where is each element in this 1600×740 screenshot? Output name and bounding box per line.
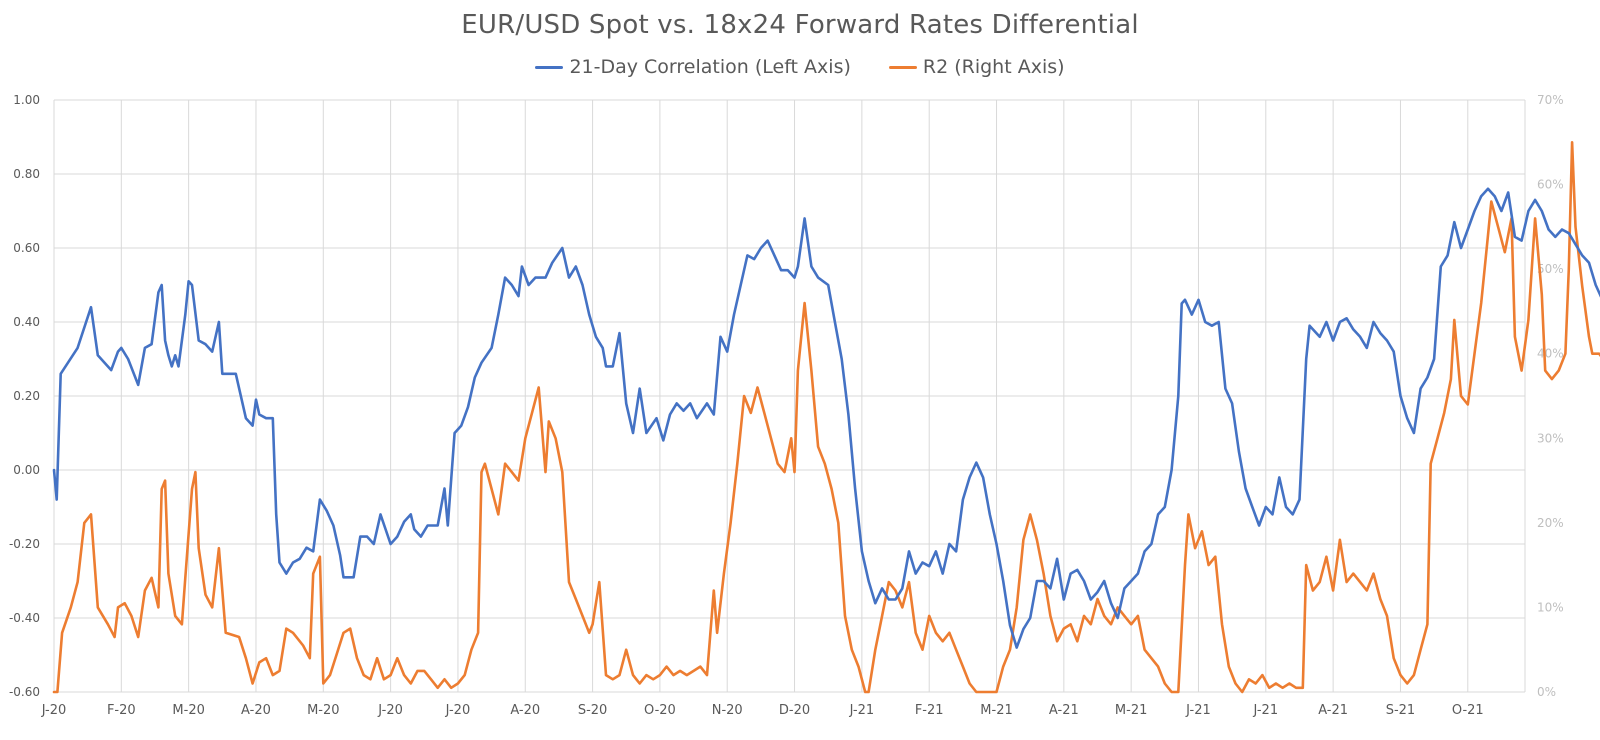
y-left-tick-label: -0.20: [9, 537, 40, 551]
x-tick-label: A-20: [510, 703, 540, 718]
x-tick-label: F-21: [915, 703, 944, 718]
y-right-tick-label: 60%: [1537, 178, 1564, 192]
y-left-tick-label: -0.60: [9, 685, 40, 699]
legend-item-correlation[interactable]: 21-Day Correlation (Left Axis): [535, 56, 851, 78]
y-right-tick-label: 40%: [1537, 347, 1564, 361]
y-right-tick-label: 30%: [1537, 431, 1564, 445]
legend: 21-Day Correlation (Left Axis) R2 (Right…: [0, 56, 1600, 78]
x-tick-label: J-20: [445, 703, 471, 718]
legend-label-correlation: 21-Day Correlation (Left Axis): [569, 56, 851, 78]
y-right-tick-label: 20%: [1537, 516, 1564, 530]
x-tick-label: M-20: [307, 703, 339, 718]
y-left-tick-label: 0.40: [13, 315, 40, 329]
x-tick-label: S-20: [578, 703, 608, 718]
x-tick-label: M-21: [980, 703, 1012, 718]
series-line-correlation: [52, 187, 1600, 649]
legend-swatch-r2: [888, 65, 917, 69]
y-left-tick-label: 0.20: [13, 389, 40, 403]
x-tick-label: D-20: [779, 703, 810, 718]
x-tick-label: J-21: [849, 703, 875, 718]
x-tick-label: A-21: [1318, 703, 1348, 718]
x-tick-label: J-21: [1253, 703, 1279, 718]
x-tick-label: O-21: [1452, 703, 1484, 718]
y-right-tick-label: 10%: [1537, 600, 1564, 614]
legend-swatch-correlation: [535, 65, 564, 69]
y-right-tick-label: 0%: [1537, 685, 1556, 699]
x-tick-label: M-21: [1115, 703, 1147, 718]
x-tick-label: N-20: [712, 703, 743, 718]
y-left-tick-label: 0.00: [13, 463, 40, 477]
x-tick-label: O-20: [644, 703, 676, 718]
x-tick-label: S-21: [1386, 703, 1416, 718]
x-tick-label: A-21: [1049, 703, 1079, 718]
x-tick-label: A-20: [241, 703, 271, 718]
legend-item-r2[interactable]: R2 (Right Axis): [888, 56, 1065, 78]
x-tick-label: F-20: [107, 703, 136, 718]
y-right-tick-label: 50%: [1537, 262, 1564, 276]
legend-label-r2: R2 (Right Axis): [922, 56, 1065, 78]
series-line-r2: [52, 141, 1600, 694]
y-left-tick-label: 1.00: [13, 93, 40, 107]
x-tick-label: M-20: [172, 703, 204, 718]
x-tick-label: J-20: [377, 703, 403, 718]
y-left-tick-label: 0.60: [13, 241, 40, 255]
y-right-tick-label: 70%: [1537, 93, 1564, 107]
x-tick-label: J-20: [41, 703, 67, 718]
y-left-tick-label: -0.40: [9, 611, 40, 625]
x-tick-label: J-21: [1185, 703, 1211, 718]
y-left-tick-label: 0.80: [13, 167, 40, 181]
chart-title: EUR/USD Spot vs. 18x24 Forward Rates Dif…: [461, 10, 1139, 40]
